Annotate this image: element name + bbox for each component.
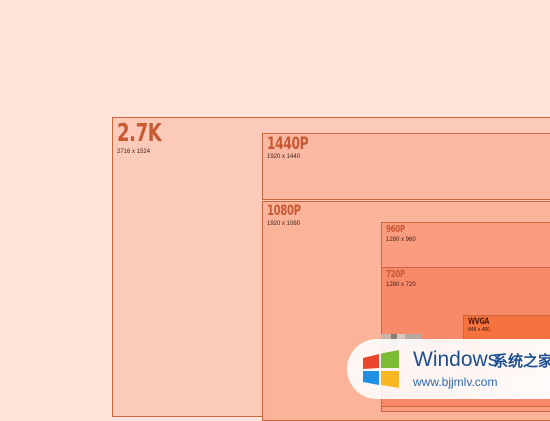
resolution-label: 960P bbox=[386, 224, 405, 235]
resolution-dimensions: 848 x 480 bbox=[468, 327, 490, 333]
resolution-dimensions: 1280 x 960 bbox=[386, 237, 416, 243]
watermark-brand-cn: 系统之家 bbox=[493, 352, 550, 370]
resolution-dimensions: 1920 x 1080 bbox=[267, 221, 301, 227]
resolution-label: 1440P bbox=[267, 134, 309, 154]
resolution-label: 720P bbox=[386, 269, 405, 280]
resolution-label: 2.7K bbox=[117, 118, 162, 147]
windows-logo-icon bbox=[363, 350, 399, 388]
watermark: Windows 系统之家 www.bjjmlv.com bbox=[347, 339, 550, 399]
resolution-dimensions: 1920 x 1440 bbox=[267, 154, 301, 160]
resolution-label: 1080P bbox=[267, 203, 301, 219]
resolution-label: WVGA bbox=[468, 317, 490, 327]
watermark-brand: Windows bbox=[413, 348, 499, 371]
resolution-dimensions: 1280 x 720 bbox=[386, 282, 416, 288]
resolution-box-1440p: 1440P 1920 x 1440 bbox=[262, 133, 550, 200]
resolution-dimensions: 2716 x 1524 bbox=[117, 149, 151, 155]
watermark-url: www.bjjmlv.com bbox=[413, 375, 498, 389]
